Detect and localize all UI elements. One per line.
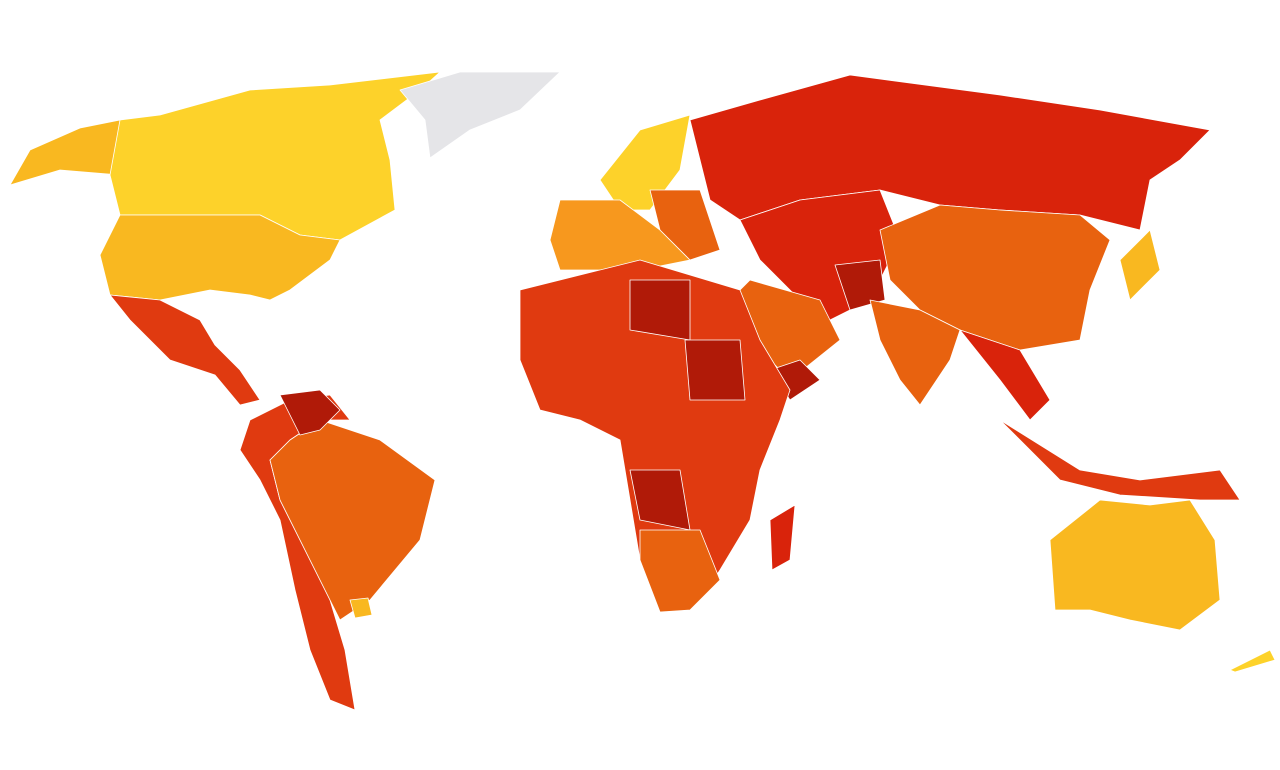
region-western-europe[interactable]: [549, 199, 691, 271]
region-libya[interactable]: [629, 279, 691, 341]
region-sudan[interactable]: [684, 339, 746, 401]
region-japan[interactable]: [1119, 229, 1161, 301]
region-madagascar[interactable]: [769, 504, 796, 571]
region-new-zealand[interactable]: [1229, 649, 1276, 673]
region-greenland[interactable]: [399, 71, 561, 159]
region-southeast-asia[interactable]: [959, 329, 1051, 421]
region-australia[interactable]: [1049, 499, 1221, 631]
region-eastern-europe[interactable]: [649, 189, 721, 261]
region-china[interactable]: [879, 204, 1111, 351]
region-southern-africa[interactable]: [639, 529, 721, 613]
region-afghanistan[interactable]: [834, 259, 886, 311]
region-uruguay[interactable]: [349, 597, 373, 619]
region-brazil[interactable]: [269, 419, 436, 621]
region-india[interactable]: [869, 299, 961, 406]
region-central-america[interactable]: [109, 294, 261, 406]
region-indonesia[interactable]: [999, 419, 1241, 501]
region-venezuela[interactable]: [279, 389, 341, 436]
